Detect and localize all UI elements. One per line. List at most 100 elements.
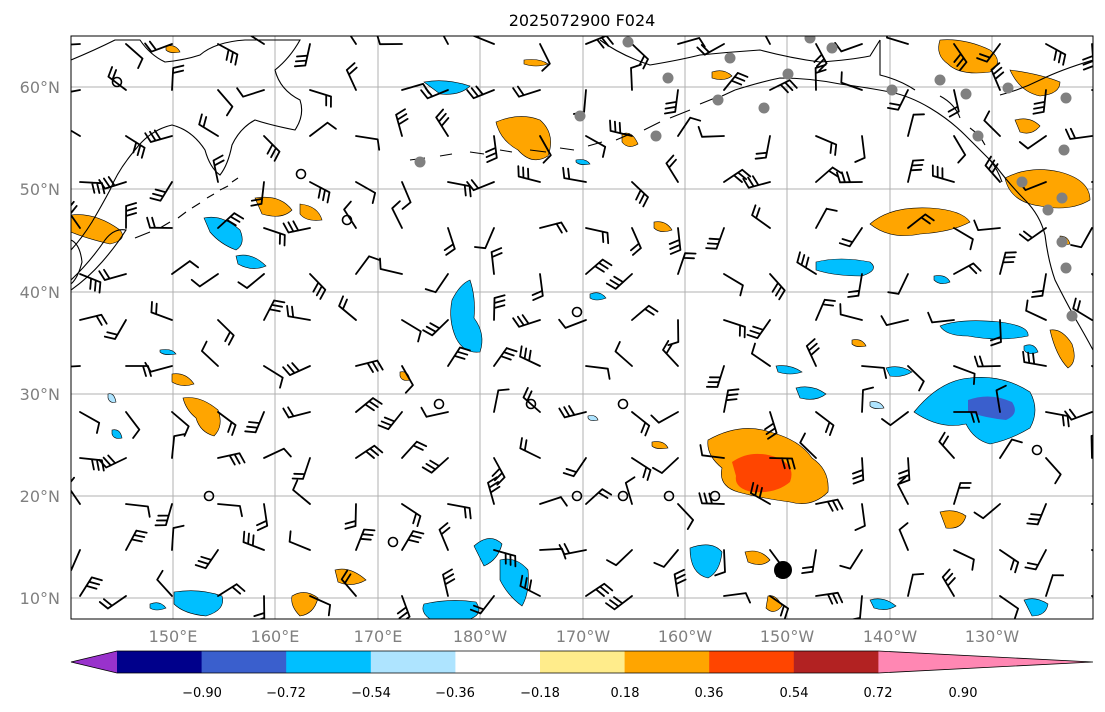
- wind-barb: [98, 176, 127, 190]
- wind-barb: [1032, 89, 1047, 115]
- wind-barb: [585, 227, 610, 245]
- shade-blue: [111, 429, 123, 439]
- shade-orange: [851, 339, 867, 347]
- shade-blue: [1023, 344, 1039, 354]
- colorbar-tick-label: −0.72: [266, 686, 306, 701]
- colorbar-tick-label: 0.54: [780, 686, 809, 701]
- station-dot: [724, 52, 736, 64]
- precipitation-shading: [71, 39, 1091, 619]
- wind-barb: [292, 479, 311, 505]
- wind-barb: [605, 595, 633, 611]
- wind-barb: [420, 406, 449, 418]
- wind-barb: [531, 273, 544, 301]
- wind-barb: [355, 397, 383, 413]
- wind-barb: [539, 43, 551, 72]
- wind-barb: [999, 251, 1017, 275]
- colorbar-tick-label: 0.36: [695, 686, 724, 701]
- wind-barb: [886, 36, 909, 45]
- lat-label: 10°N: [20, 589, 60, 608]
- wind-barb: [609, 119, 633, 137]
- station-markers: [414, 36, 1078, 322]
- wind-barb: [650, 411, 679, 424]
- colorbar-tick-label: 0.18: [611, 686, 640, 701]
- wind-barb: [125, 43, 144, 69]
- calm-wind-circle: [709, 490, 721, 502]
- shade-orange: [182, 397, 221, 437]
- wind-barb: [861, 386, 874, 413]
- shade-orange: [651, 441, 669, 449]
- map-frame: [70, 35, 1094, 620]
- wind-barb: [813, 43, 828, 72]
- map-title: 2025072900 F024: [509, 11, 656, 30]
- shade-orange: [1014, 118, 1041, 134]
- wind-barb: [156, 569, 173, 597]
- calm-wind-circle: [1031, 444, 1043, 456]
- colorbar-tick-label: −0.54: [351, 686, 391, 701]
- wind-barb: [263, 227, 286, 247]
- colorbar-tick-labels: −0.90 −0.72 −0.54 −0.36 −0.18 0.18 0.36 …: [182, 686, 977, 701]
- wind-barb: [171, 524, 185, 551]
- station-dot: [972, 130, 984, 142]
- station-dot: [1056, 192, 1068, 204]
- shade-blue: [869, 598, 897, 610]
- wind-barb: [421, 457, 449, 474]
- wind-barb: [805, 338, 820, 367]
- wind-barb: [493, 388, 510, 413]
- wind-barb: [973, 219, 1001, 231]
- calm-wind-circle: [571, 306, 583, 318]
- wind-barb: [769, 273, 786, 301]
- lat-label: 40°N: [20, 283, 60, 302]
- wind-barb: [282, 362, 311, 376]
- wind-barb: [907, 365, 925, 392]
- wind-barb: [282, 406, 311, 419]
- shade-orange: [744, 550, 771, 565]
- wind-barb: [391, 200, 403, 229]
- wind-barb: [263, 135, 281, 162]
- calm-wind-circle: [111, 76, 123, 88]
- shade-blue: [885, 366, 913, 377]
- wind-barb: [815, 135, 838, 156]
- map-area: [71, 36, 1093, 619]
- wind-barb: [150, 301, 173, 321]
- wind-barb: [887, 89, 909, 111]
- wind-barb: [294, 43, 311, 68]
- shade-orange: [653, 221, 673, 232]
- shade-blue: [775, 365, 803, 375]
- wind-barb: [474, 227, 495, 250]
- wind-barb: [103, 319, 127, 340]
- calm-wind-circle: [525, 398, 537, 410]
- colorbar-segment: [286, 651, 372, 673]
- wind-barb: [1045, 574, 1065, 597]
- wind-barb: [630, 227, 642, 256]
- wind-barb: [345, 62, 358, 91]
- shade-orange: [765, 595, 783, 612]
- wind-barb: [171, 64, 185, 91]
- wind-barb: [815, 207, 838, 229]
- colorbar-outline: [70, 650, 1094, 674]
- wind-barb: [983, 110, 1001, 137]
- wind-barb: [662, 340, 679, 367]
- wind-barb: [435, 108, 450, 137]
- wind-barb: [677, 503, 694, 530]
- wind-barb: [815, 411, 835, 436]
- lon-label: 180°W: [453, 627, 508, 646]
- wind-barb: [1024, 549, 1047, 571]
- longitude-labels: 150°E 160°E 170°E 180°W 170°W 160°W 150°…: [149, 627, 1020, 646]
- wind-barb: [815, 298, 836, 321]
- wind-barb: [237, 273, 265, 289]
- wind-barb: [343, 200, 357, 229]
- shade-orange: [291, 592, 319, 617]
- shade-orange: [165, 45, 181, 53]
- wind-barb: [976, 43, 1001, 63]
- wind-barb: [723, 273, 744, 297]
- wind-barb: [519, 437, 541, 459]
- shade-orange: [299, 203, 323, 221]
- wind-barb: [288, 530, 311, 551]
- wind-barb: [677, 252, 697, 275]
- wind-barb: [355, 135, 381, 151]
- wind-barb: [1091, 502, 1093, 505]
- wind-barb: [491, 457, 506, 486]
- wind-barb: [71, 43, 81, 46]
- wind-barb: [665, 154, 679, 183]
- wind-barb: [699, 444, 725, 459]
